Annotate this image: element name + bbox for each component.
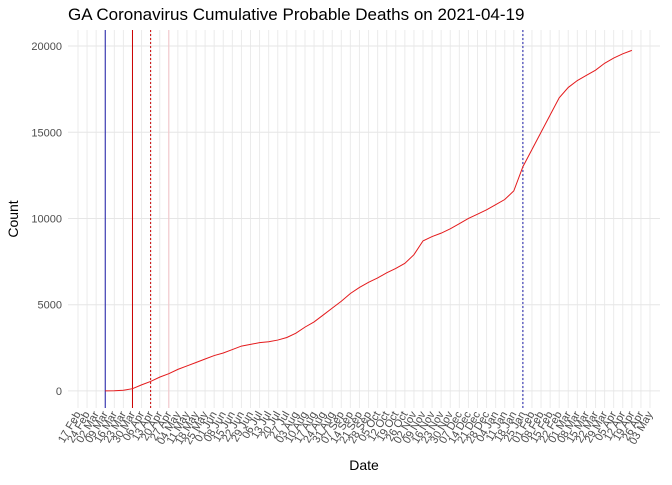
y-axis-title: Count: [5, 200, 21, 237]
x-axis-title: Date: [349, 457, 379, 473]
y-tick-label: 10000: [31, 213, 62, 225]
y-tick-label: 15000: [31, 127, 62, 139]
chart-title: GA Coronavirus Cumulative Probable Death…: [68, 5, 524, 24]
y-tick-label: 20000: [31, 41, 62, 53]
y-tick-label: 5000: [38, 300, 62, 312]
data-line: [105, 49, 633, 392]
y-tick-label: 0: [56, 386, 62, 398]
